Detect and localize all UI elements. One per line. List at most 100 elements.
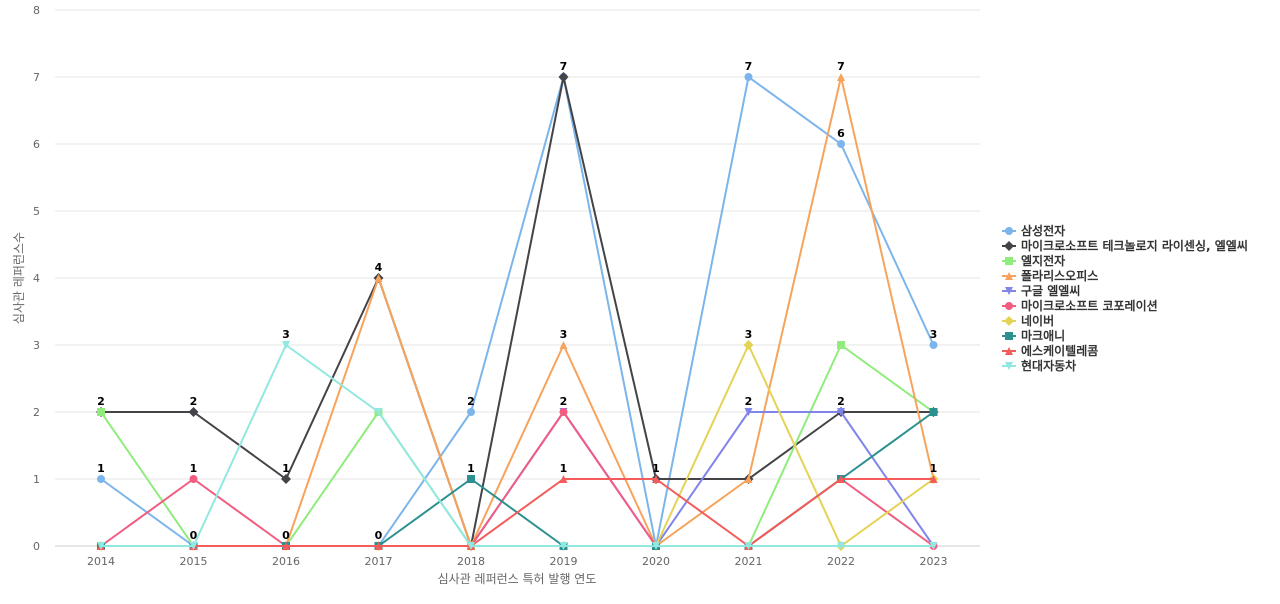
data-point [837,140,845,148]
data-point [837,542,845,550]
data-point [559,542,568,550]
x-tick-label: 2017 [365,555,393,568]
data-label: 7 [745,60,753,73]
data-point [837,475,845,483]
y-tick-label: 2 [33,406,40,419]
legend-item[interactable]: 마크애니 [1002,328,1065,343]
legend-item[interactable]: 네이버 [1002,313,1054,328]
data-point [97,542,105,550]
legend-marker [1005,362,1013,370]
series-10 [97,341,938,550]
data-point [188,407,199,417]
legend-marker [1005,302,1013,310]
data-point [744,542,753,550]
legend-label: 에스케이텔레콤 [1021,343,1098,358]
x-tick-label: 2016 [272,555,300,568]
data-point [282,542,290,550]
data-point [374,274,383,282]
data-point [837,341,845,349]
data-point [744,475,753,483]
data-point [97,408,105,416]
y-tick-label: 0 [33,540,40,553]
data-label: 2 [837,395,845,408]
legend-label: 삼성전자 [1021,223,1065,238]
data-label: 1 [930,462,938,475]
grid [55,9,980,547]
legend-label: 현대자동차 [1021,358,1076,373]
series-line [101,344,934,547]
data-point [189,542,198,550]
data-label: 7 [560,60,568,73]
data-label: 2 [745,395,753,408]
x-tick-label: 2021 [735,555,763,568]
data-point [837,73,845,81]
data-label: 1 [467,462,475,475]
data-label: 4 [375,261,383,274]
x-tick-label: 2014 [87,555,115,568]
data-label: 3 [745,328,753,341]
legend-item[interactable]: 폴라리스오피스 [1002,268,1098,283]
data-label: 1 [560,462,568,475]
data-point [467,542,475,550]
legend-item[interactable]: 엘지전자 [1002,253,1065,268]
data-label: 7 [837,60,845,73]
data-label: 1 [97,462,105,475]
data-point [467,475,475,483]
data-label: 2 [467,395,475,408]
data-point [929,542,938,550]
legend-marker [1005,257,1013,265]
x-tick-label: 2020 [642,555,670,568]
x-tick-label: 2019 [550,555,578,568]
data-point [743,340,754,350]
series-lines [96,72,939,551]
y-tick-label: 8 [33,4,40,17]
data-point [929,408,938,416]
legend-item[interactable]: 현대자동차 [1002,358,1076,373]
legend-label: 네이버 [1021,313,1054,328]
legend-label: 마이크로소프트 테크놀로지 라이센싱, 엘엘씨 [1021,238,1248,253]
data-point [558,72,569,82]
legend-item[interactable]: 마이크로소프트 코포레이션 [1002,298,1158,313]
data-point [189,475,198,483]
data-point [374,408,383,416]
legend-marker [1005,227,1013,235]
data-point [559,341,568,349]
data-point [929,475,938,483]
x-tick-label: 2018 [457,555,485,568]
data-label: 1 [190,462,198,475]
y-tick-label: 4 [33,272,40,285]
data-label: 3 [560,328,568,341]
legend-item[interactable]: 삼성전자 [1002,223,1065,238]
legend-label: 마크애니 [1021,328,1065,343]
legend-label: 폴라리스오피스 [1021,268,1098,283]
data-point [282,341,290,349]
data-point [652,475,660,483]
x-tick-label: 2015 [180,555,208,568]
data-point [97,475,105,483]
data-point [467,408,475,416]
legend-item[interactable]: 구글 엘엘씨 [1002,284,1080,298]
data-point [929,341,938,349]
data-label: 1 [652,462,660,475]
data-point [559,408,568,416]
data-label: 2 [190,395,198,408]
legend-item[interactable]: 마이크로소프트 테크놀로지 라이센싱, 엘엘씨 [1002,238,1248,253]
data-point [374,542,383,550]
data-labels: 1 0 0 0 2 7 7 6 3 2 2 1 4 1 3 7 2 2 1 2 3 1 1 1 3 [97,60,937,542]
legend-marker [1005,287,1013,295]
data-label: 6 [837,127,845,140]
legend-item[interactable]: 에스케이텔레콤 [1002,343,1098,358]
data-point [744,73,753,81]
x-axis-title: 심사관 레퍼런스 특허 발행 연도 [438,571,597,586]
legend-marker [1005,272,1013,280]
data-label: 0 [282,529,290,542]
data-point [652,542,660,550]
data-label: 3 [930,328,938,341]
x-tick-label: 2022 [827,555,855,568]
legend-marker [1004,316,1014,326]
data-label: 2 [560,395,568,408]
